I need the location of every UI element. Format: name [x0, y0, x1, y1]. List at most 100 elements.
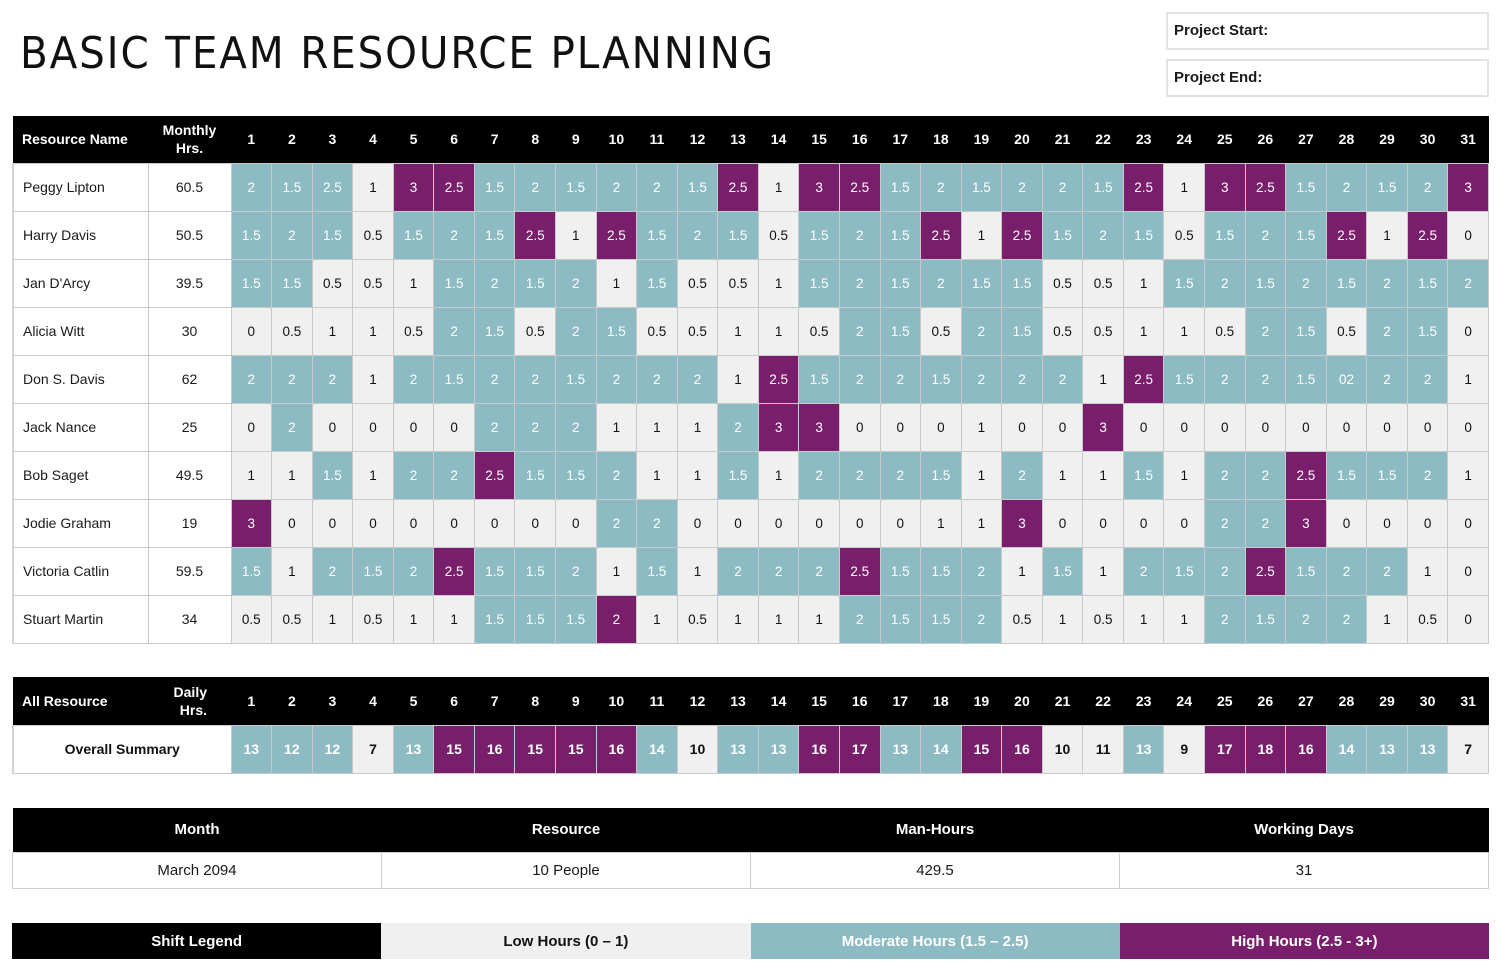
- hours-cell[interactable]: 1.5: [1244, 258, 1287, 308]
- hours-cell[interactable]: 0: [757, 498, 800, 548]
- hours-cell[interactable]: 1.5: [555, 354, 597, 404]
- hours-cell[interactable]: 2.5: [473, 450, 516, 500]
- hours-cell[interactable]: 2: [1406, 450, 1449, 500]
- hours-cell[interactable]: 0.5: [798, 306, 840, 356]
- hours-cell[interactable]: 0: [392, 498, 435, 548]
- hours-cell[interactable]: 2: [1366, 258, 1408, 308]
- hours-cell[interactable]: 2: [1325, 162, 1368, 212]
- hours-cell[interactable]: 2: [230, 162, 273, 212]
- hours-cell[interactable]: 2: [555, 258, 597, 308]
- hours-cell[interactable]: 1.5: [473, 546, 516, 596]
- hours-cell[interactable]: 1: [311, 594, 354, 644]
- hours-cell[interactable]: 0: [717, 498, 759, 548]
- hours-cell[interactable]: 2: [433, 306, 475, 356]
- hours-cell[interactable]: 1: [636, 402, 678, 452]
- hours-cell[interactable]: 2: [1122, 546, 1165, 596]
- hours-cell[interactable]: 1.5: [473, 306, 516, 356]
- hours-cell[interactable]: 2: [514, 162, 556, 212]
- hours-cell[interactable]: 0: [555, 498, 597, 548]
- hours-cell[interactable]: 1.5: [798, 210, 840, 260]
- hours-cell[interactable]: 1.5: [555, 162, 597, 212]
- hours-cell[interactable]: 1.5: [879, 162, 922, 212]
- hours-cell[interactable]: 1.5: [798, 354, 840, 404]
- hours-cell[interactable]: 1: [676, 402, 719, 452]
- hours-cell[interactable]: 1.5: [920, 594, 962, 644]
- hours-cell[interactable]: 2: [960, 546, 1003, 596]
- hours-cell[interactable]: 1.5: [514, 450, 556, 500]
- hours-cell[interactable]: 0: [473, 498, 516, 548]
- hours-cell[interactable]: 1: [960, 498, 1003, 548]
- hours-cell[interactable]: 2: [555, 306, 597, 356]
- hours-cell[interactable]: 1: [1406, 546, 1449, 596]
- hours-cell[interactable]: 1: [595, 546, 638, 596]
- hours-cell[interactable]: 0: [1447, 306, 1489, 356]
- hours-cell[interactable]: 1: [1041, 450, 1084, 500]
- hours-cell[interactable]: 3: [392, 162, 435, 212]
- hours-cell[interactable]: 1.5: [636, 210, 678, 260]
- hours-cell[interactable]: 1: [1163, 162, 1205, 212]
- hours-cell[interactable]: 1.5: [879, 258, 922, 308]
- hours-cell[interactable]: 0.5: [676, 258, 719, 308]
- hours-cell[interactable]: 1.5: [1285, 210, 1327, 260]
- hours-cell[interactable]: 0.5: [676, 594, 719, 644]
- hours-cell[interactable]: 1.5: [717, 450, 759, 500]
- hours-cell[interactable]: 0: [1406, 402, 1449, 452]
- hours-cell[interactable]: 1: [595, 402, 638, 452]
- hours-cell[interactable]: 2: [514, 402, 556, 452]
- hours-cell[interactable]: 1: [1163, 594, 1205, 644]
- hours-cell[interactable]: 2.5: [595, 210, 638, 260]
- hours-cell[interactable]: 0: [1163, 402, 1205, 452]
- hours-cell[interactable]: 2: [838, 450, 881, 500]
- hours-cell[interactable]: 0: [1001, 402, 1043, 452]
- hours-cell[interactable]: 2.5: [1122, 354, 1165, 404]
- hours-cell[interactable]: 1.5: [1163, 258, 1205, 308]
- hours-cell[interactable]: 3: [798, 402, 840, 452]
- hours-cell[interactable]: 0: [230, 306, 273, 356]
- hours-cell[interactable]: 1: [392, 258, 435, 308]
- hours-cell[interactable]: 0: [1122, 402, 1165, 452]
- hours-cell[interactable]: 0: [676, 498, 719, 548]
- hours-cell[interactable]: 2: [960, 306, 1003, 356]
- hours-cell[interactable]: 2: [1204, 450, 1246, 500]
- hours-cell[interactable]: 0.5: [1082, 306, 1124, 356]
- hours-cell[interactable]: 1.5: [879, 306, 922, 356]
- hours-cell[interactable]: 1.5: [1366, 162, 1408, 212]
- hours-cell[interactable]: 2: [636, 498, 678, 548]
- hours-cell[interactable]: 2: [879, 354, 922, 404]
- hours-cell[interactable]: 0: [1325, 498, 1368, 548]
- hours-cell[interactable]: 0: [433, 402, 475, 452]
- hours-cell[interactable]: 0.5: [636, 306, 678, 356]
- hours-cell[interactable]: 1: [311, 306, 354, 356]
- hours-cell[interactable]: 1.5: [1122, 450, 1165, 500]
- hours-cell[interactable]: 2: [230, 354, 273, 404]
- hours-cell[interactable]: 1: [717, 306, 759, 356]
- hours-cell[interactable]: 1: [352, 306, 394, 356]
- hours-cell[interactable]: 0.5: [352, 258, 394, 308]
- hours-cell[interactable]: 0: [879, 498, 922, 548]
- hours-cell[interactable]: 2: [514, 354, 556, 404]
- hours-cell[interactable]: 0.5: [271, 306, 313, 356]
- hours-cell[interactable]: 1: [757, 594, 800, 644]
- hours-cell[interactable]: 0.5: [1001, 594, 1043, 644]
- hours-cell[interactable]: 3: [230, 498, 273, 548]
- hours-cell[interactable]: 1: [1447, 450, 1489, 500]
- hours-cell[interactable]: 1.5: [1082, 162, 1124, 212]
- hours-cell[interactable]: 1: [1122, 258, 1165, 308]
- hours-cell[interactable]: 0.5: [392, 306, 435, 356]
- hours-cell[interactable]: 1.5: [1163, 546, 1205, 596]
- hours-cell[interactable]: 1.5: [271, 258, 313, 308]
- hours-cell[interactable]: 2: [1325, 546, 1368, 596]
- hours-cell[interactable]: 1: [960, 402, 1003, 452]
- hours-cell[interactable]: 1.5: [1285, 306, 1327, 356]
- hours-cell[interactable]: 2.5: [311, 162, 354, 212]
- hours-cell[interactable]: 1: [352, 450, 394, 500]
- hours-cell[interactable]: 0.5: [352, 594, 394, 644]
- hours-cell[interactable]: 0: [311, 498, 354, 548]
- hours-cell[interactable]: 0: [514, 498, 556, 548]
- hours-cell[interactable]: 1: [636, 594, 678, 644]
- hours-cell[interactable]: 2: [920, 162, 962, 212]
- hours-cell[interactable]: 2: [1204, 258, 1246, 308]
- hours-cell[interactable]: 0: [1366, 402, 1408, 452]
- hours-cell[interactable]: 0: [1366, 498, 1408, 548]
- hours-cell[interactable]: 0: [1041, 402, 1084, 452]
